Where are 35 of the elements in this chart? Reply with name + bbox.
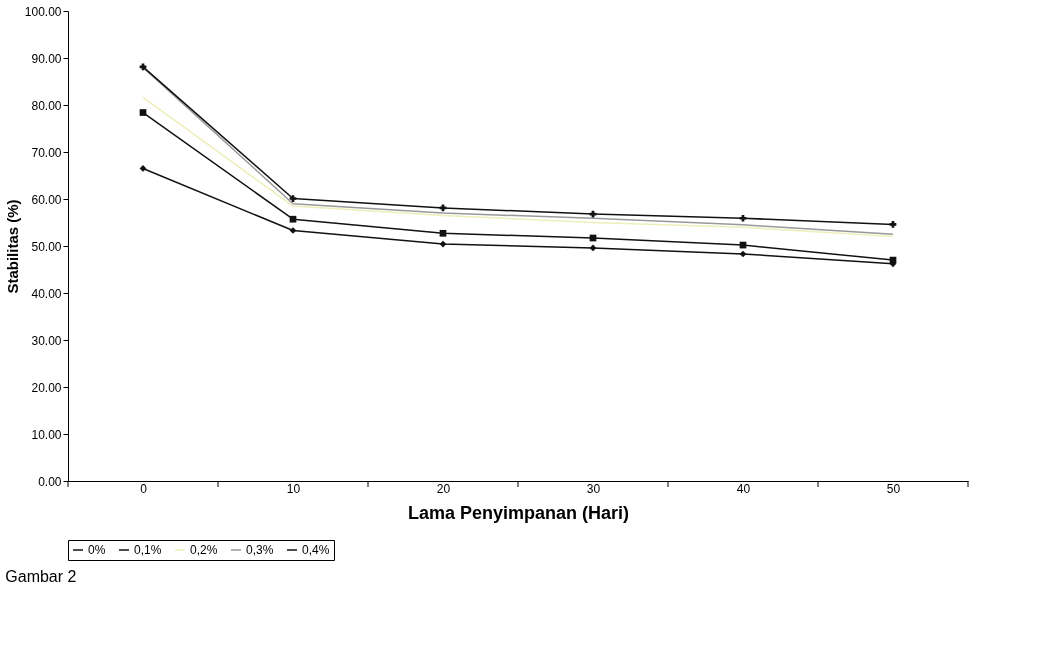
y-tick-label: 70.00 <box>31 145 62 160</box>
y-tick-label: 80.00 <box>31 98 62 113</box>
y-tick-label: 30.00 <box>31 333 62 348</box>
x-tick-label: 10 <box>286 481 301 496</box>
point <box>739 250 747 258</box>
point <box>589 244 597 252</box>
x-tick-label: 20 <box>436 481 451 496</box>
legend-label: 0,4% <box>302 543 330 557</box>
y-tick-label: 100.00 <box>24 4 62 19</box>
y-tick-label: 50.00 <box>31 239 62 254</box>
legend-label: 0,3% <box>246 543 274 557</box>
point <box>289 215 297 223</box>
y-tick-label: 10.00 <box>31 427 62 442</box>
point <box>289 195 297 202</box>
x-axis-title: Lama Penyimpanan (Hari) <box>407 502 630 523</box>
y-tick-label: 40.00 <box>31 286 62 301</box>
x-tick-label: 50 <box>886 481 901 496</box>
x-tick-label: 40 <box>736 481 751 496</box>
text: Gambar 2 <box>5 567 77 585</box>
x-tick-label: 0 <box>140 481 148 496</box>
point <box>739 214 747 222</box>
x-tick-label: 30 <box>586 481 601 496</box>
legend-label: 0% <box>88 543 106 557</box>
point <box>439 229 447 237</box>
legend-label: 0,1% <box>134 543 162 557</box>
y-tick-label: 20.00 <box>31 380 62 395</box>
legend-label: 0,2% <box>190 543 218 557</box>
point <box>139 109 147 116</box>
y-axis-title: Stabilitas (%) <box>3 199 21 294</box>
y-tick-label: 60.00 <box>31 192 62 207</box>
y-tick-label: 90.00 <box>31 51 62 66</box>
line-series <box>142 96 894 238</box>
point <box>439 240 447 248</box>
point <box>889 221 897 228</box>
y-tick-label: 0.00 <box>38 474 62 489</box>
